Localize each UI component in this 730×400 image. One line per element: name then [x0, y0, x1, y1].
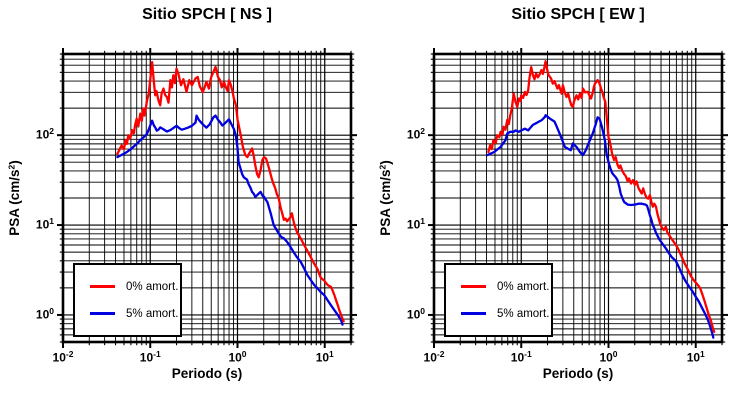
y-tick-label: 100	[406, 305, 425, 322]
plot-title-ew: Sitio SPCH [ EW ]	[511, 6, 645, 23]
x-tick-label: 10-1	[139, 349, 161, 365]
plot-frame-ns	[61, 52, 353, 344]
y-tick-label: 100	[35, 305, 54, 322]
legend-ew: 0% amort. 5% amort.	[444, 263, 553, 337]
legend-line-0pct	[461, 285, 486, 288]
series-line-0pct-ns	[116, 60, 345, 323]
x-tick-label: 10-2	[423, 349, 445, 365]
y-tick-label: 102	[406, 126, 425, 142]
y-axis-label-superscript: 2	[6, 164, 17, 170]
x-tick-label: 100	[599, 349, 618, 365]
legend-label-5pct: 5% amort.	[497, 307, 550, 320]
y-axis-label-close: )	[6, 160, 22, 165]
y-axis-label-close: )	[377, 160, 393, 165]
y-tick-label: 101	[406, 216, 425, 232]
legend-entry-5pct: 5% amort.	[446, 300, 551, 327]
y-axis-label-superscript: 2	[377, 164, 388, 170]
legend-entry-0pct: 0% amort.	[446, 273, 551, 300]
legend-label-0pct: 0% amort.	[497, 280, 550, 293]
plot-frame-ew	[432, 52, 724, 344]
x-tick-label: 10-1	[510, 349, 532, 365]
y-tick-label: 101	[35, 216, 54, 232]
x-tick-label: 10-2	[52, 349, 74, 365]
series-line-5pct-ns	[116, 114, 344, 326]
x-tick-label: 101	[686, 349, 705, 365]
x-axis-label-ns: Periodo (s)	[171, 366, 243, 381]
legend-label-0pct: 0% amort.	[126, 280, 179, 293]
legend-line-0pct	[90, 285, 115, 288]
legend-line-5pct	[461, 312, 486, 315]
x-axis-label-ew: Periodo (s)	[542, 366, 614, 381]
legend-label-5pct: 5% amort.	[126, 307, 179, 320]
legend-entry-0pct: 0% amort.	[75, 273, 180, 300]
x-tick-label: 100	[228, 349, 247, 365]
legend-line-5pct	[90, 312, 115, 315]
series-line-5pct-ew	[486, 114, 715, 339]
grid-ns	[62, 53, 352, 343]
series-line-0pct-ew	[487, 60, 716, 333]
plot-title-ns: Sitio SPCH [ NS ]	[142, 6, 272, 23]
legend-ns: 0% amort. 5% amort.	[73, 263, 182, 337]
y-tick-label: 102	[35, 126, 54, 142]
x-tick-label: 101	[315, 349, 334, 365]
legend-entry-5pct: 5% amort.	[75, 300, 180, 327]
plot-area-ns	[57, 48, 357, 348]
